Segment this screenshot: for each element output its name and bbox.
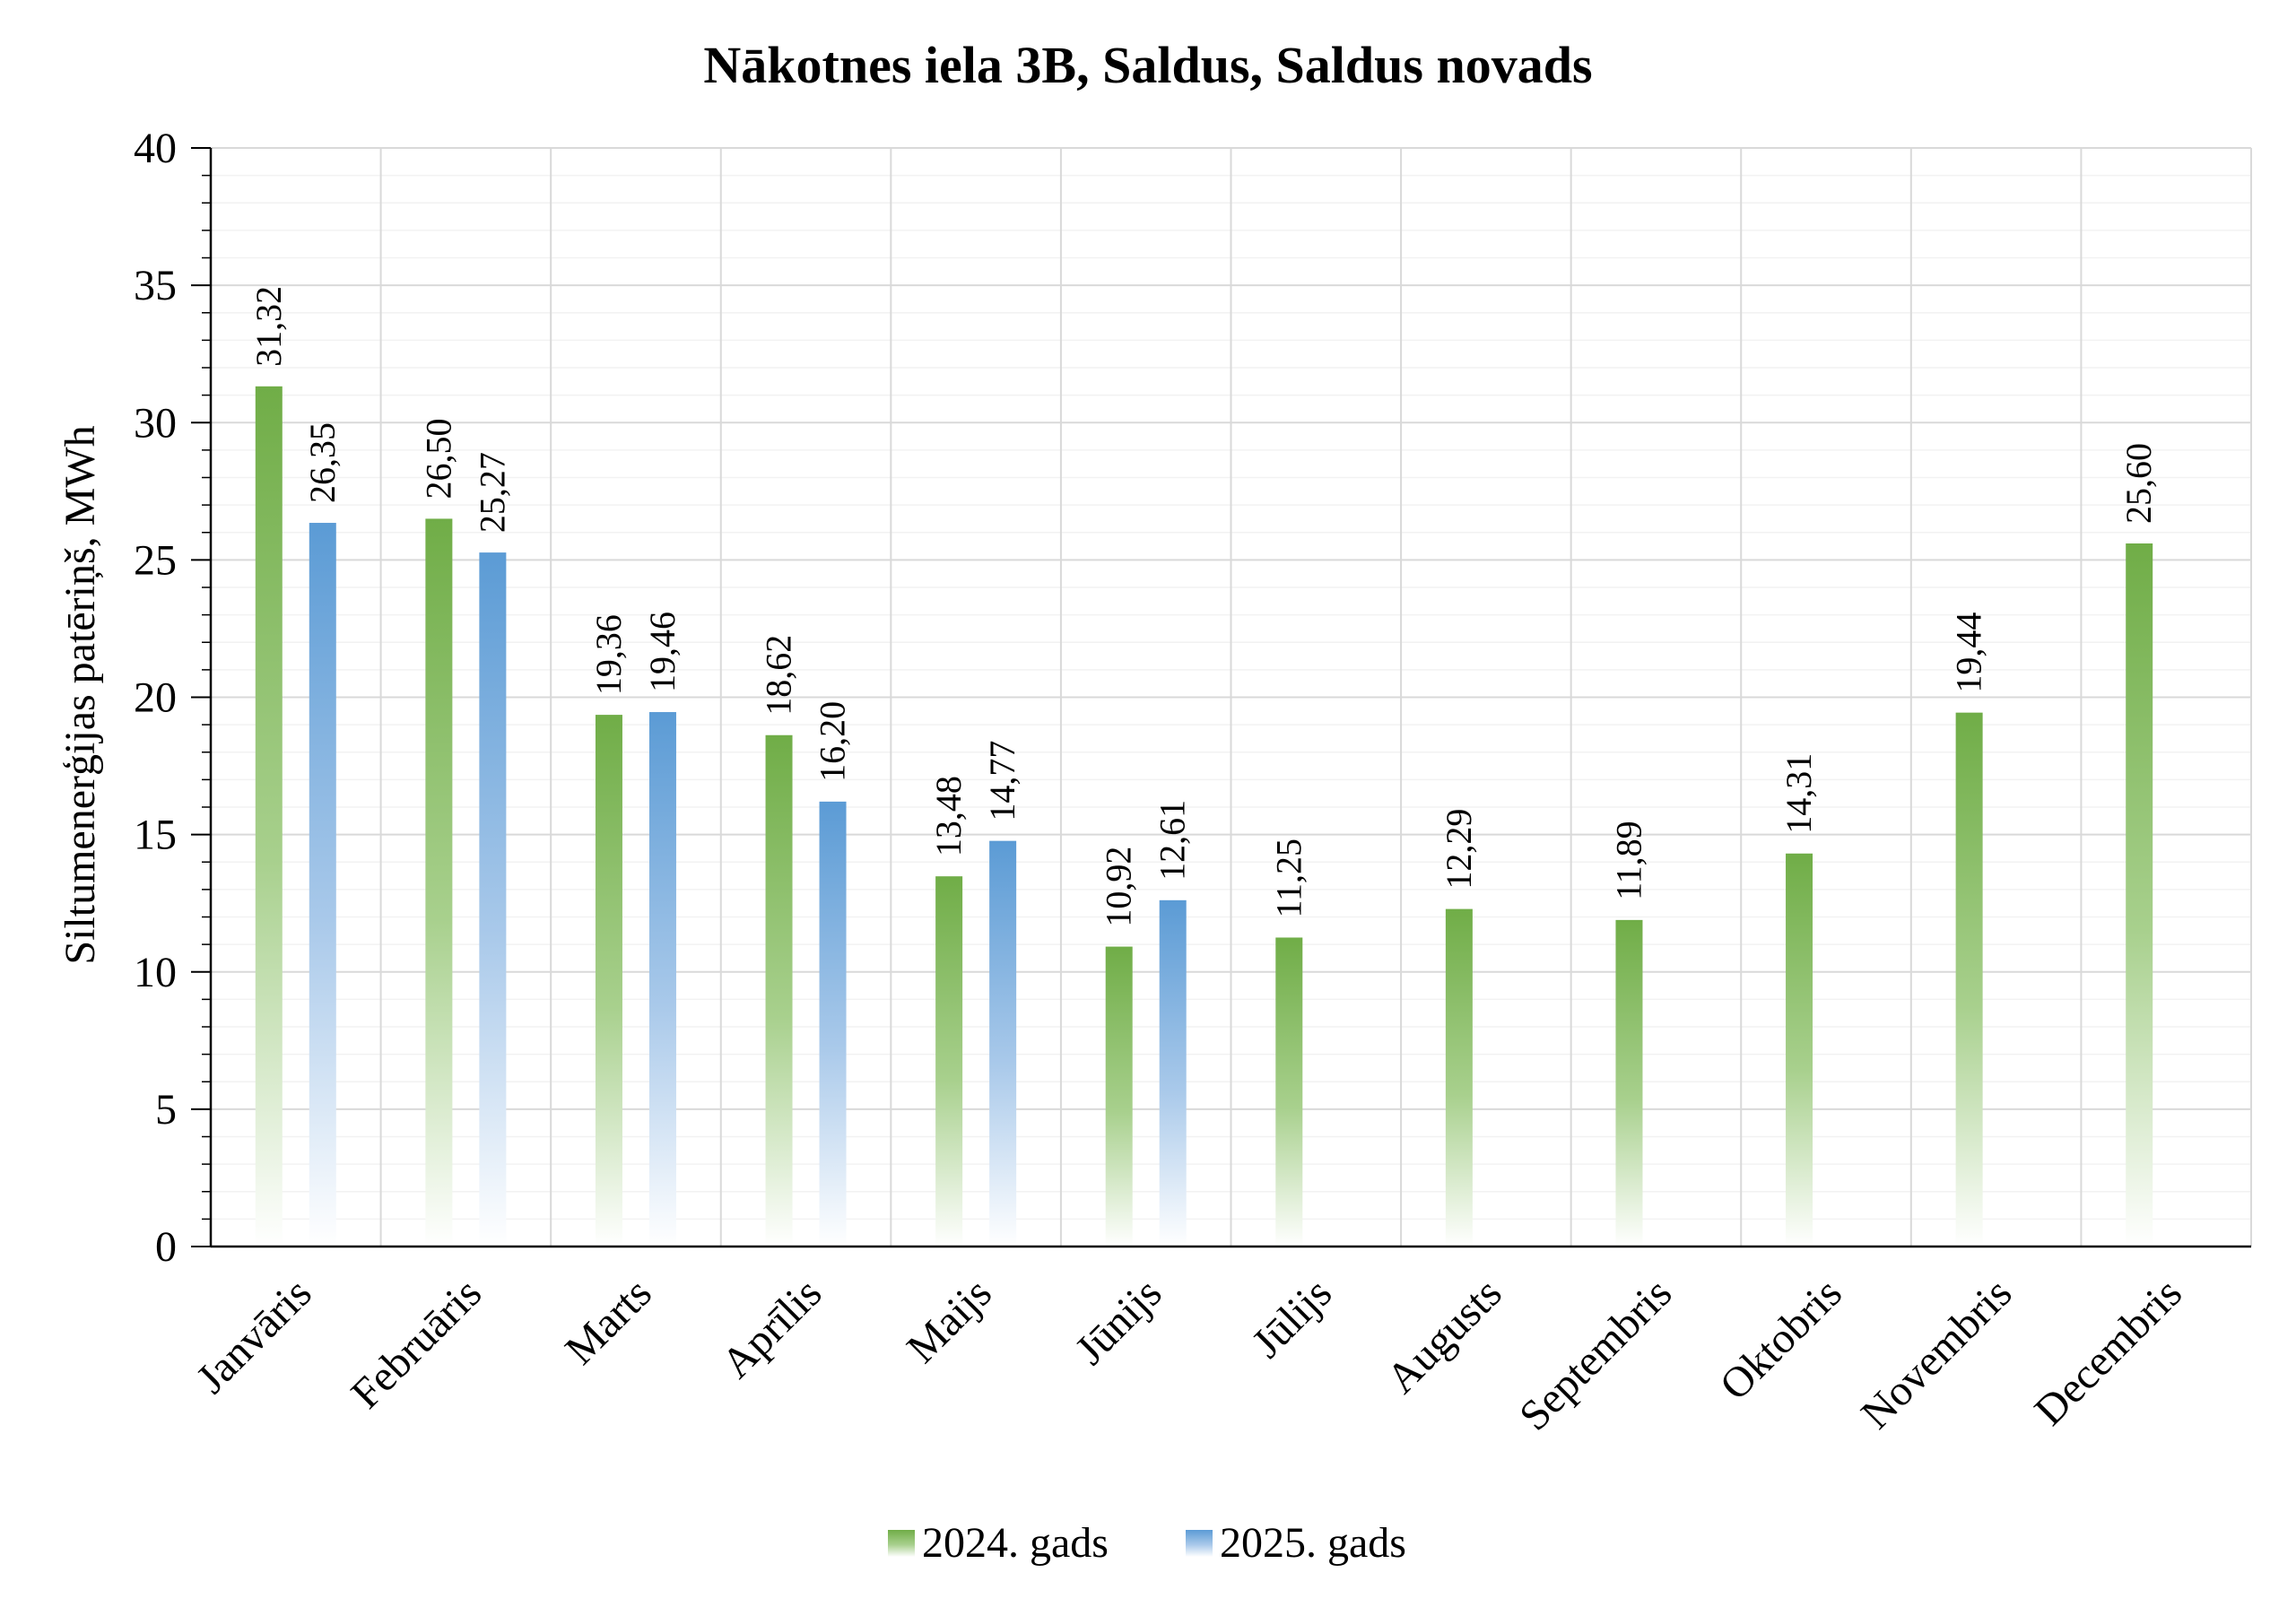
data-label: 11,89 <box>1608 821 1648 900</box>
data-label: 10,92 <box>1099 847 1139 927</box>
x-tick-label: Oktobris <box>1711 1269 1851 1409</box>
data-label: 26,50 <box>418 418 458 499</box>
y-tick-label: 0 <box>155 1223 177 1271</box>
x-tick-label: Aprīlis <box>713 1269 831 1387</box>
bar-2024 <box>1445 908 1473 1247</box>
bar-2024 <box>765 734 793 1247</box>
x-tick-label: Augusts <box>1378 1269 1511 1403</box>
bar-2024 <box>1615 919 1643 1247</box>
legend: 2024. gads 2025. gads <box>888 1519 1406 1567</box>
y-tick-label: 25 <box>134 536 177 584</box>
bar-2024 <box>1786 853 1813 1247</box>
bar-2024 <box>1275 937 1303 1247</box>
data-label: 25,27 <box>472 452 512 533</box>
bar-2025 <box>309 523 336 1247</box>
gridlines <box>211 147 2252 1247</box>
y-tick-label: 20 <box>134 674 177 722</box>
data-label: 12,29 <box>1439 809 1479 890</box>
data-labels: 31,32 26,50 19,36 18,62 13,48 10,92 11,25 12,29… <box>248 286 2159 927</box>
x-tick-label: Janvāris <box>187 1269 321 1403</box>
y-tick-label: 30 <box>134 399 177 447</box>
bar-2024 <box>935 876 963 1247</box>
bars <box>255 386 2153 1247</box>
y-tick-label: 40 <box>134 125 177 172</box>
x-tick-label: Decembris <box>2025 1269 2190 1434</box>
legend-label-2025: 2025. gads <box>1220 1519 1406 1567</box>
x-tick-label: Novembris <box>1852 1269 2021 1438</box>
data-label: 12,61 <box>1152 800 1193 881</box>
x-tick-label: Jūlijs <box>1243 1269 1341 1367</box>
x-tick-label: Jūnijs <box>1066 1269 1171 1374</box>
data-label: 19,44 <box>1949 613 1989 693</box>
legend-swatch-2025 <box>1186 1530 1213 1557</box>
chart-title: Nākotnes iela 3B, Saldus, Saldus novads <box>703 36 1592 94</box>
bar-2024 <box>255 386 283 1247</box>
data-label: 19,46 <box>642 612 683 692</box>
bar-2025 <box>819 801 847 1247</box>
data-label: 18,62 <box>759 635 799 716</box>
bar-2024 <box>595 715 622 1247</box>
y-tick-label: 15 <box>134 812 177 859</box>
bar-2025 <box>648 712 676 1247</box>
y-tick-label: 5 <box>155 1086 177 1134</box>
data-label: 14,31 <box>1779 753 1819 834</box>
y-axis-label: Siltumenerģijas patēriņš, MWh <box>57 425 104 964</box>
y-tick-label: 35 <box>134 262 177 309</box>
x-tick-label: Septembris <box>1510 1269 1681 1439</box>
bar-2024 <box>1105 946 1133 1247</box>
data-label: 26,35 <box>302 422 343 503</box>
x-tick-label: Maijs <box>898 1269 1001 1372</box>
data-label: 31,32 <box>248 286 289 367</box>
bar-2024 <box>425 518 453 1247</box>
bar-2024 <box>2126 543 2153 1247</box>
bar-2025 <box>989 840 1017 1247</box>
bar-2025 <box>479 552 507 1247</box>
x-tick-label: Marts <box>556 1269 661 1374</box>
legend-swatch-2024 <box>888 1530 915 1557</box>
bar-2025 <box>1159 899 1187 1247</box>
data-label: 19,36 <box>588 614 629 695</box>
data-label: 14,77 <box>982 741 1022 821</box>
x-tick-label: Februāris <box>342 1269 491 1418</box>
data-label: 11,25 <box>1268 838 1309 918</box>
data-label: 13,48 <box>928 776 969 856</box>
data-label: 16,20 <box>813 701 853 782</box>
bar-2024 <box>1955 712 1983 1247</box>
y-tick-label: 10 <box>134 949 177 996</box>
data-label: 25,60 <box>2118 443 2159 524</box>
legend-label-2024: 2024. gads <box>922 1519 1109 1567</box>
